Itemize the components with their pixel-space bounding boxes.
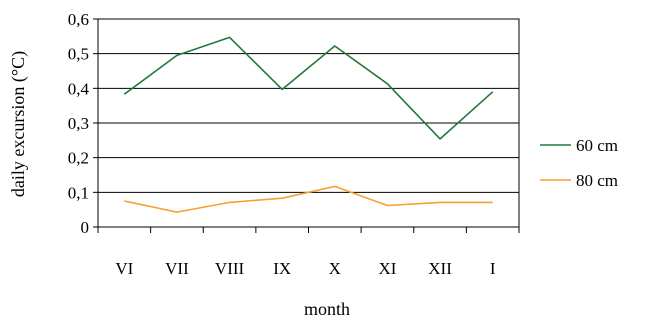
series-lines bbox=[123, 36, 494, 213]
x-tick-labels: VI VII VIII IX X XI XII I bbox=[115, 259, 496, 278]
x-axis-label: month bbox=[304, 299, 350, 319]
axes bbox=[97, 18, 520, 233]
grid-lines bbox=[93, 18, 519, 228]
series-line-1 bbox=[124, 185, 493, 213]
x-tick-label: XI bbox=[378, 259, 396, 278]
legend: 60 cm 80 cm bbox=[540, 136, 618, 190]
y-tick-label: 0,1 bbox=[68, 183, 89, 202]
x-tick-label: IX bbox=[273, 259, 291, 278]
x-tick-label: VIII bbox=[215, 259, 245, 278]
y-tick-labels: 0 0,1 0,2 0,3 0,4 0,5 0,6 bbox=[68, 10, 90, 237]
x-tick-label: XII bbox=[428, 259, 452, 278]
x-tick-label: X bbox=[329, 259, 341, 278]
y-tick-label: 0,4 bbox=[68, 79, 90, 98]
y-tick-label: 0,6 bbox=[68, 10, 89, 29]
legend-label: 80 cm bbox=[576, 171, 618, 190]
y-tick-label: 0 bbox=[81, 218, 90, 237]
y-axis-label: daily excursion (°C) bbox=[8, 51, 29, 197]
y-tick-label: 0,5 bbox=[68, 45, 89, 64]
y-tick-label: 0,2 bbox=[68, 149, 89, 168]
x-tick-label: I bbox=[490, 259, 496, 278]
legend-label: 60 cm bbox=[576, 136, 618, 155]
series-line-0 bbox=[123, 36, 494, 140]
y-tick-label: 0,3 bbox=[68, 114, 89, 133]
x-tick-label: VII bbox=[165, 259, 189, 278]
x-tick-label: VI bbox=[115, 259, 133, 278]
